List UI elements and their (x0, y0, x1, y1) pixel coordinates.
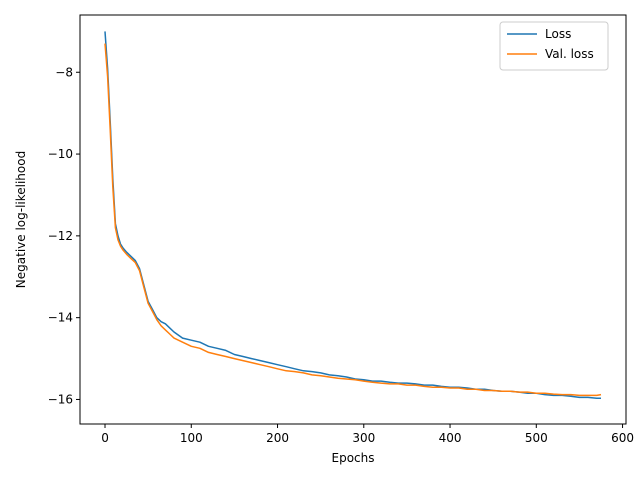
x-tick-label: 0 (101, 431, 109, 445)
plot-frame (79, 14, 627, 425)
legend-label: Val. loss (545, 47, 594, 61)
series-layer (104, 31, 602, 399)
y-tick-label: −14 (48, 311, 73, 325)
legend: Loss Val. loss (499, 21, 609, 71)
x-axis: 0 100 200 300 400 500 600 (101, 424, 634, 445)
x-tick-label: 600 (611, 431, 634, 445)
x-tick-label: 300 (352, 431, 375, 445)
x-tick-label: 400 (439, 431, 462, 445)
x-tick-label: 200 (266, 431, 289, 445)
y-axis-title: Negative log-likelihood (14, 151, 28, 288)
x-tick-label: 500 (525, 431, 548, 445)
y-tick-label: −16 (48, 392, 73, 406)
y-tick-label: −10 (48, 147, 73, 161)
legend-label: Loss (545, 27, 571, 41)
series-line-0 (104, 31, 601, 399)
x-tick-label: 100 (180, 431, 203, 445)
y-tick-label: −8 (55, 65, 73, 79)
x-axis-title: Epochs (332, 451, 375, 465)
y-axis: −8 −10 −12 −14 −16 (48, 65, 80, 406)
series-line-1 (104, 43, 602, 397)
y-tick-label: −12 (48, 229, 73, 243)
